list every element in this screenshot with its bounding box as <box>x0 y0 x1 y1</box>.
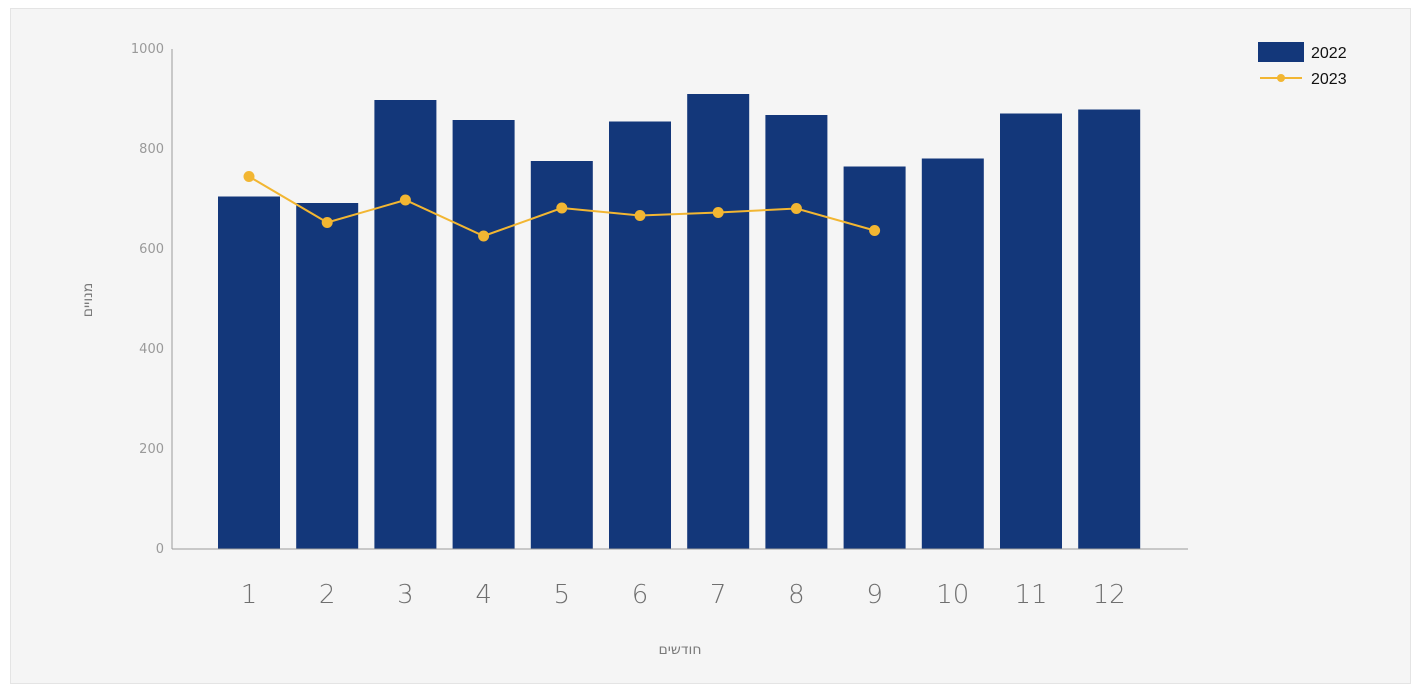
bar-2022-month-6 <box>609 121 671 549</box>
x-tick-label: 8 <box>788 580 805 610</box>
y-axis-title: מנויים <box>80 283 96 317</box>
bar-2022-month-2 <box>296 203 359 549</box>
x-tick-label: 12 <box>1093 580 1126 610</box>
legend-label-2023: 2023 <box>1311 71 1347 88</box>
x-axis: 1 2 3 4 5 6 7 8 9 10 11 12 <box>172 548 1188 610</box>
legend-swatch-2022 <box>1258 42 1304 62</box>
y-tick-label: 200 <box>139 442 164 457</box>
bar-2022-month-1 <box>218 196 280 549</box>
y-axis: 0 200 400 600 800 1000 <box>131 42 173 557</box>
line-2023 <box>243 171 881 242</box>
x-axis-title: חודשים <box>659 642 702 658</box>
y-tick-label: 800 <box>139 142 164 157</box>
point-2023-month-9 <box>869 225 881 236</box>
point-2023-month-2 <box>321 217 333 228</box>
x-tick-label: 3 <box>397 580 414 610</box>
x-tick-label: 1 <box>241 580 258 610</box>
point-2023-month-3 <box>399 194 411 206</box>
bar-2022-month-3 <box>374 100 437 549</box>
y-tick-label: 0 <box>156 542 164 557</box>
bar-2022-month-12 <box>1078 109 1141 549</box>
x-tick-label: 4 <box>475 580 492 610</box>
x-tick-label: 11 <box>1014 580 1047 610</box>
bar-2022-month-4 <box>452 120 515 549</box>
y-tick-label: 1000 <box>131 42 164 57</box>
legend-label-2022: 2022 <box>1311 45 1347 62</box>
x-tick-label: 5 <box>554 580 571 610</box>
point-2023-month-8 <box>790 203 802 214</box>
x-tick-label: 9 <box>866 580 883 610</box>
y-tick-label: 400 <box>139 342 164 357</box>
y-tick-label: 600 <box>139 242 164 257</box>
bar-2022-month-10 <box>921 158 984 549</box>
x-tick-label: 10 <box>936 580 969 610</box>
point-2023-month-4 <box>478 230 490 242</box>
point-2023-month-1 <box>243 171 255 182</box>
x-tick-label: 2 <box>319 580 336 610</box>
bar-2022-month-11 <box>1000 113 1062 549</box>
bar-2022-month-7 <box>687 94 750 549</box>
bars-2022 <box>218 94 1141 549</box>
point-2023-month-6 <box>634 210 646 221</box>
x-tick-label: 6 <box>632 580 649 610</box>
bar-2022-month-8 <box>765 115 828 549</box>
legend-marker-2023 <box>1277 74 1285 82</box>
x-tick-label: 7 <box>710 580 727 610</box>
legend: 2022 2023 <box>1258 42 1347 88</box>
point-2023-month-5 <box>556 202 568 214</box>
bar-2022-month-5 <box>530 161 593 549</box>
point-2023-month-7 <box>712 207 724 218</box>
